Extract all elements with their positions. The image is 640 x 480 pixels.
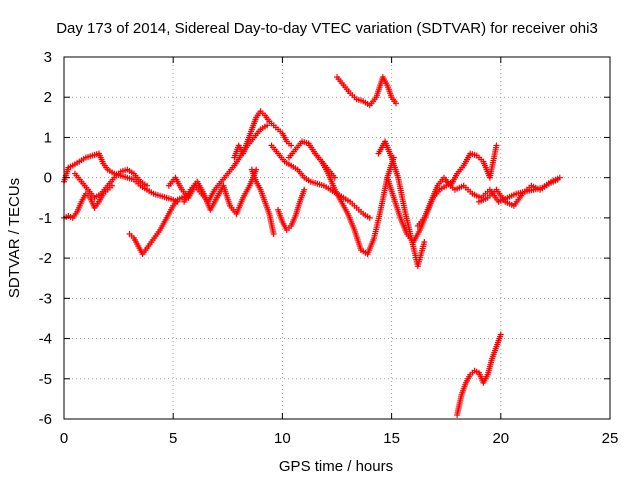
data-point [264, 122, 271, 129]
chart-title: Day 173 of 2014, Sidereal Day-to-day VTE… [56, 20, 598, 37]
series-arc-q [454, 331, 504, 418]
data-point [288, 142, 295, 149]
series-arc-h [248, 166, 277, 237]
series-arc-m [334, 74, 399, 109]
series-arc-g [231, 108, 295, 161]
x-tick-label: 25 [602, 430, 619, 447]
x-tick-label: 20 [492, 430, 509, 447]
data-point [421, 239, 428, 246]
data-point [497, 331, 504, 338]
y-axis-label: SDTVAR / TECUs [6, 178, 23, 298]
axis-ticks: 0 5 10 15 20 25 -6 -5 -4 -3 -2 -1 0 1 2 3 [39, 49, 619, 447]
data-point [270, 230, 277, 237]
data-point [366, 214, 373, 221]
x-tick-label: 15 [383, 430, 400, 447]
y-tick-label: -4 [39, 331, 52, 348]
data-marks [61, 74, 563, 418]
data-point [554, 176, 561, 183]
x-tick-label: 0 [60, 430, 68, 447]
y-tick-label: -2 [39, 250, 52, 267]
y-tick-label: 3 [44, 49, 52, 66]
y-tick-label: 1 [44, 129, 52, 146]
series-arc-e [165, 122, 271, 205]
y-tick-label: -6 [39, 411, 52, 428]
series-arc-f [181, 166, 260, 217]
y-tick-label: -5 [39, 371, 52, 388]
series-arc-o [384, 174, 456, 246]
series-arc-i [268, 142, 373, 221]
data-point [301, 186, 308, 193]
series-arc-c [71, 166, 150, 201]
y-tick-label: 0 [44, 170, 52, 187]
y-tick-label: -1 [39, 210, 52, 227]
y-tick-label: 2 [44, 89, 52, 106]
data-point [143, 182, 150, 189]
x-axis-label: GPS time / hours [279, 458, 393, 475]
grid-lines [64, 57, 610, 419]
x-tick-label: 5 [169, 430, 177, 447]
data-point [493, 142, 500, 149]
series-arc-k [285, 138, 338, 181]
x-tick-label: 10 [274, 430, 291, 447]
data-point [392, 100, 399, 107]
series-arc-s [475, 176, 561, 209]
series-arc-j [275, 186, 308, 233]
series-arc-d [126, 192, 190, 258]
plot-frame [63, 56, 611, 420]
series-arc-p [414, 142, 500, 229]
y-tick-label: -3 [39, 290, 52, 307]
